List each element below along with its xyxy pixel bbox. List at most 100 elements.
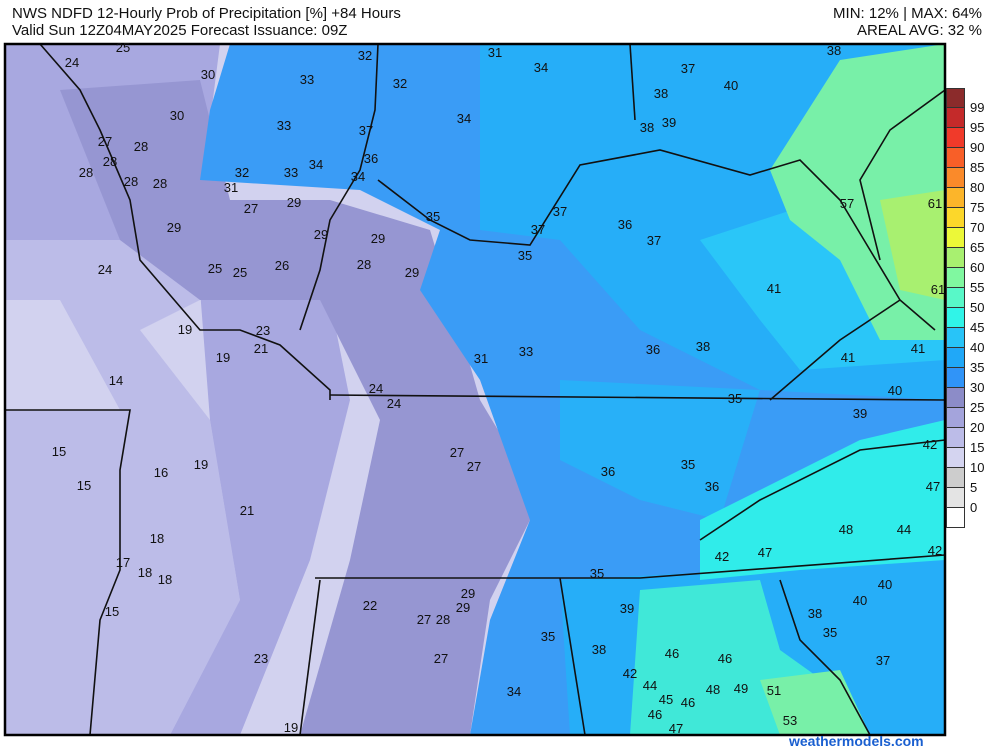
legend-swatch xyxy=(946,228,965,248)
pop-value-label: 30 xyxy=(170,108,184,123)
pop-value-label: 49 xyxy=(734,681,748,696)
pop-value-label: 39 xyxy=(662,115,676,130)
pop-value-label: 51 xyxy=(767,683,781,698)
color-legend xyxy=(946,88,966,528)
pop-value-label: 42 xyxy=(928,543,942,558)
legend-label: 0 xyxy=(970,500,978,515)
legend-label: 55 xyxy=(970,280,985,295)
pop-value-label: 26 xyxy=(275,258,289,273)
pop-value-label: 27 xyxy=(98,134,112,149)
pop-value-label: 34 xyxy=(507,684,521,699)
pop-value-label: 37 xyxy=(681,61,695,76)
pop-value-label: 35 xyxy=(426,209,440,224)
legend-swatch xyxy=(946,108,965,128)
pop-value-label: 27 xyxy=(434,651,448,666)
pop-value-label: 32 xyxy=(393,76,407,91)
pop-value-label: 28 xyxy=(103,154,117,169)
pop-value-label: 35 xyxy=(728,391,742,406)
zone-45-50 xyxy=(700,420,945,580)
pop-value-label: 31 xyxy=(474,351,488,366)
pop-value-label: 40 xyxy=(724,78,738,93)
pop-value-label: 27 xyxy=(450,445,464,460)
pop-value-label: 25 xyxy=(116,40,130,55)
pop-value-label: 25 xyxy=(233,265,247,280)
pop-value-label: 29 xyxy=(405,265,419,280)
pop-value-label: 38 xyxy=(696,339,710,354)
legend-label: 5 xyxy=(970,480,978,495)
legend-label: 80 xyxy=(970,180,985,195)
pop-value-label: 16 xyxy=(154,465,168,480)
pop-value-label: 38 xyxy=(827,43,841,58)
legend-label: 10 xyxy=(970,460,985,475)
legend-label: 99 xyxy=(970,100,985,115)
pop-value-label: 36 xyxy=(618,217,632,232)
pop-value-label: 41 xyxy=(841,350,855,365)
pop-value-label: 18 xyxy=(138,565,152,580)
legend-label: 30 xyxy=(970,380,985,395)
pop-value-label: 40 xyxy=(853,593,867,608)
legend-swatch xyxy=(946,88,965,108)
pop-value-label: 28 xyxy=(134,139,148,154)
pop-value-label: 35 xyxy=(518,248,532,263)
legend-swatch xyxy=(946,448,965,468)
map-value-labels: 24 25 30 33 32 31 34 38 37 40 32 30 33 37 34 38 38 39 27 28… xyxy=(52,40,945,736)
pop-value-label: 19 xyxy=(284,720,298,735)
legend-label: 45 xyxy=(970,320,985,335)
pop-value-label: 35 xyxy=(823,625,837,640)
pop-value-label: 37 xyxy=(531,222,545,237)
pop-value-label: 46 xyxy=(648,707,662,722)
pop-value-label: 46 xyxy=(681,695,695,710)
pop-value-label: 34 xyxy=(309,157,323,172)
legend-label: 35 xyxy=(970,360,985,375)
pop-value-label: 36 xyxy=(705,479,719,494)
zone-35-40 xyxy=(560,380,760,520)
pop-value-label: 24 xyxy=(98,262,112,277)
pop-value-label: 41 xyxy=(911,341,925,356)
pop-value-label: 42 xyxy=(923,437,937,452)
legend-label: 85 xyxy=(970,160,985,175)
legend-label: 60 xyxy=(970,260,985,275)
legend-label: 70 xyxy=(970,220,985,235)
legend-swatch xyxy=(946,188,965,208)
pop-value-label: 33 xyxy=(277,118,291,133)
legend-label: 95 xyxy=(970,120,985,135)
pop-value-label: 32 xyxy=(235,165,249,180)
watermark: weathermodels.com xyxy=(789,733,924,749)
legend-swatch xyxy=(946,348,965,368)
legend-swatch xyxy=(946,468,965,488)
legend-label: 75 xyxy=(970,200,985,215)
legend-label: 90 xyxy=(970,140,985,155)
pop-value-label: 28 xyxy=(124,174,138,189)
pop-value-label: 34 xyxy=(457,111,471,126)
pop-value-label: 23 xyxy=(254,651,268,666)
pop-value-label: 23 xyxy=(256,323,270,338)
legend-swatch xyxy=(946,428,965,448)
pop-value-label: 42 xyxy=(715,549,729,564)
pop-value-label: 15 xyxy=(77,478,91,493)
pop-value-label: 46 xyxy=(665,646,679,661)
pop-value-label: 36 xyxy=(364,151,378,166)
legend-swatch xyxy=(946,128,965,148)
min-max: MIN: 12% | MAX: 64% xyxy=(833,5,982,22)
map-frame xyxy=(3,42,947,737)
pop-value-label: 33 xyxy=(300,72,314,87)
pop-value-label: 30 xyxy=(201,67,215,82)
pop-value-label: 34 xyxy=(534,60,548,75)
pop-value-label: 37 xyxy=(876,653,890,668)
pop-value-label: 15 xyxy=(105,604,119,619)
pop-value-label: 27 xyxy=(467,459,481,474)
pop-value-label: 29 xyxy=(167,220,181,235)
pop-value-label: 37 xyxy=(359,123,373,138)
pop-value-label: 24 xyxy=(65,55,79,70)
pop-value-label: 24 xyxy=(387,396,401,411)
pop-value-label: 47 xyxy=(926,479,940,494)
pop-value-label: 27 xyxy=(417,612,431,627)
areal-average: AREAL AVG: 32 % xyxy=(856,22,982,39)
pop-value-label: 27 xyxy=(244,201,258,216)
pop-value-label: 61 xyxy=(931,282,945,297)
pop-value-label: 38 xyxy=(808,606,822,621)
pop-value-label: 18 xyxy=(158,572,172,587)
legend-label: 50 xyxy=(970,300,985,315)
pop-value-label: 35 xyxy=(541,629,555,644)
